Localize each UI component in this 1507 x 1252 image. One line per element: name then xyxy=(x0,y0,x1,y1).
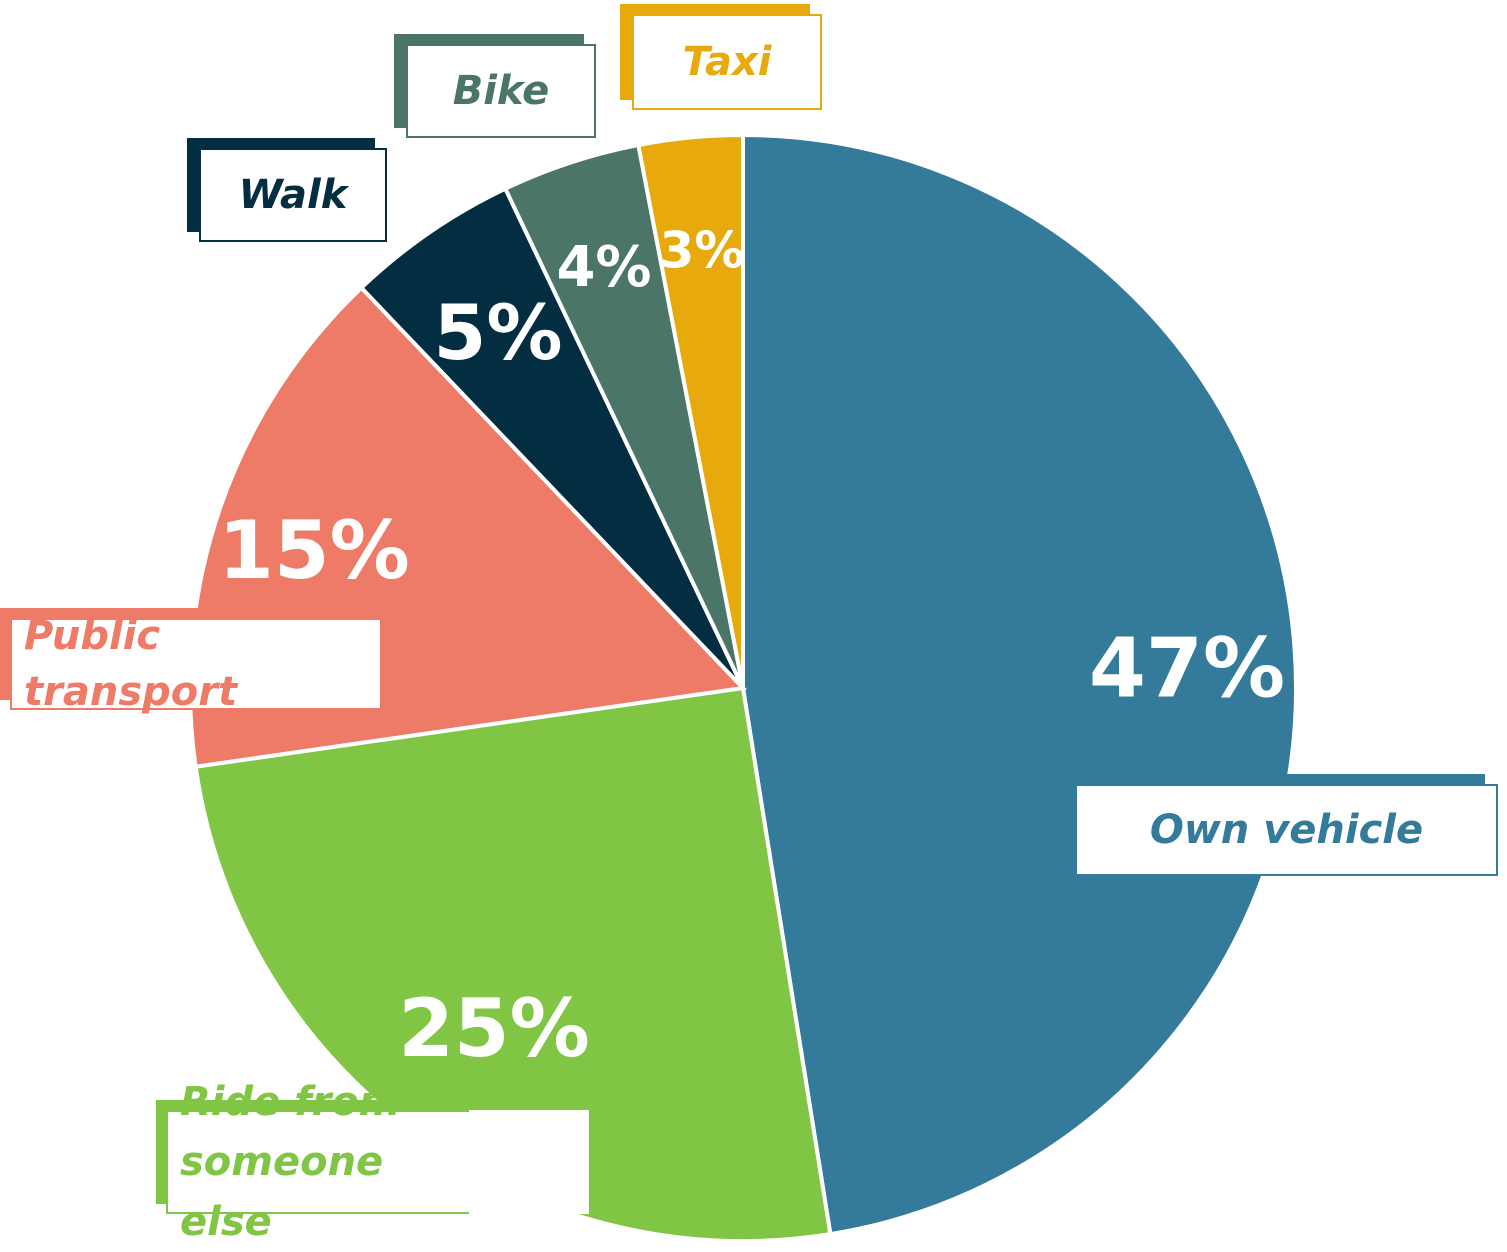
value-label: 5% xyxy=(433,288,562,377)
category-label: Walk xyxy=(199,148,387,242)
category-label: Bike xyxy=(406,44,596,138)
value-label: 4% xyxy=(556,235,651,300)
slice xyxy=(636,132,745,689)
category-label: Ride from someone else xyxy=(166,1079,469,1245)
slice xyxy=(358,186,745,690)
category-label: Public transport xyxy=(10,613,382,715)
value-label: 15% xyxy=(218,504,409,597)
value-label: 3% xyxy=(660,222,745,280)
value-label: 25% xyxy=(398,982,589,1075)
category-label: Own vehicle xyxy=(1075,784,1498,876)
value-label: 47% xyxy=(1089,621,1285,716)
slice xyxy=(741,132,1298,1237)
category-label: Taxi xyxy=(632,14,822,110)
